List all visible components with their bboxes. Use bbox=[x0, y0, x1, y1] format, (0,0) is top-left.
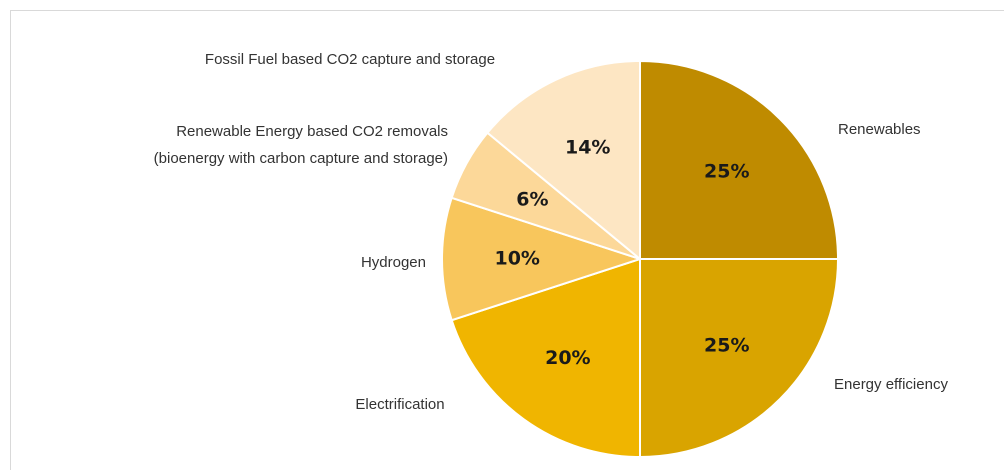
pie-slice bbox=[441, 196, 644, 322]
pie-slice bbox=[639, 258, 840, 459]
category-label: Electrification bbox=[355, 396, 445, 413]
category-label: Fossil Fuel based CO2 capture and storag… bbox=[204, 51, 496, 68]
data-label: 6% bbox=[516, 188, 548, 210]
category-label: Energy efficiency bbox=[834, 376, 948, 393]
data-label: 25% bbox=[704, 334, 749, 356]
data-label: 14% bbox=[565, 136, 610, 158]
data-label: 10% bbox=[494, 248, 539, 270]
pie-slice bbox=[486, 59, 641, 262]
category-label: Renewables bbox=[838, 121, 921, 138]
pie-slice bbox=[450, 257, 641, 459]
category-label: Renewable Energy based CO2 removals (bio… bbox=[153, 123, 448, 167]
frame bbox=[10, 10, 1004, 470]
pie-slice bbox=[639, 59, 840, 260]
category-label: Hydrogen bbox=[360, 254, 426, 271]
data-label: 25% bbox=[704, 161, 749, 183]
data-label: 20% bbox=[545, 347, 590, 369]
